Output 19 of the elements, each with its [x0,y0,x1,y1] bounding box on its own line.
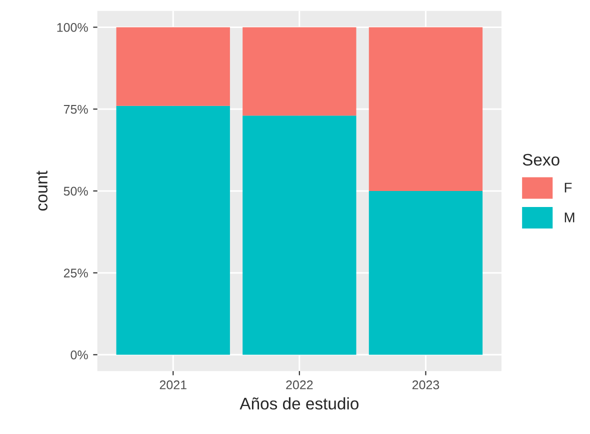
y-tick-label: 25% [64,268,88,278]
y-tick-label: 50% [64,186,88,196]
legend-label: M [564,212,574,222]
x-axis-title: Años de estudio [240,397,358,410]
x-tick-label: 2022 [286,380,313,390]
y-tick-label: 100% [57,23,88,32]
y-axis-title: count [36,170,48,211]
bar [368,190,483,355]
legend-title: Sexo [522,154,560,166]
y-tick-label: 0% [70,350,88,360]
x-tick-label: 2023 [412,380,440,390]
legend-label: F [564,182,572,192]
bar [368,27,483,191]
x-tick-label: 2021 [160,380,186,390]
bar [116,106,230,355]
bar [242,27,356,116]
y-tick-label: 75% [64,104,88,114]
bar [116,27,230,106]
bar [242,116,356,355]
